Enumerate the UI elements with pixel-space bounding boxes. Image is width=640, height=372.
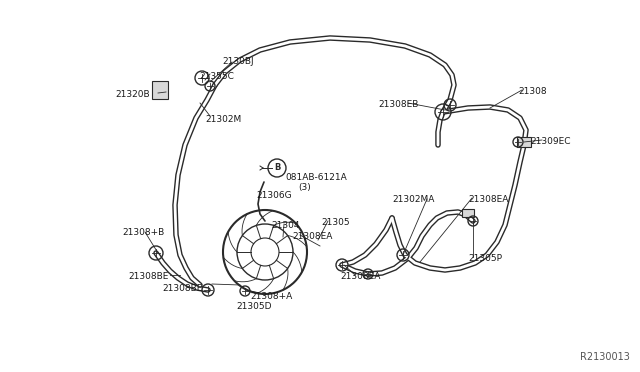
Text: 21305P: 21305P [468, 254, 502, 263]
Text: 21308EA: 21308EA [340, 272, 380, 281]
Bar [517, 137, 531, 147]
Text: (3): (3) [298, 183, 311, 192]
Text: 21320B: 21320B [115, 90, 150, 99]
Text: 081AB-6121A: 081AB-6121A [285, 173, 347, 182]
Text: 21305D: 21305D [236, 302, 271, 311]
Bar [462, 209, 474, 217]
Text: 2130BJ: 2130BJ [222, 57, 253, 66]
Text: 21309EC: 21309EC [530, 137, 570, 146]
Text: 21302M: 21302M [205, 115, 241, 124]
Bar [152, 81, 168, 99]
Text: B: B [274, 164, 280, 173]
Text: 21308EA: 21308EA [468, 195, 508, 204]
Text: 21355C: 21355C [199, 72, 234, 81]
Text: 21306G: 21306G [256, 191, 292, 200]
Text: 21305: 21305 [321, 218, 349, 227]
Text: 21308EB: 21308EB [378, 100, 419, 109]
Text: 21308BE: 21308BE [128, 272, 168, 281]
Text: 21308EA: 21308EA [292, 232, 332, 241]
Text: 21308: 21308 [518, 87, 547, 96]
Text: 21302MA: 21302MA [392, 195, 435, 204]
Text: R2130013: R2130013 [580, 352, 630, 362]
Text: 21308+A: 21308+A [250, 292, 292, 301]
Text: 21308+B: 21308+B [122, 228, 164, 237]
Text: 21308BE: 21308BE [162, 284, 202, 293]
Text: 21304: 21304 [271, 221, 300, 230]
